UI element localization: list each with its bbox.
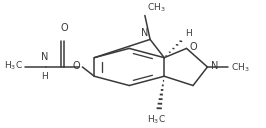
Text: H$_3$C: H$_3$C xyxy=(147,113,166,126)
Text: O: O xyxy=(190,42,197,52)
Text: N: N xyxy=(142,28,149,38)
Text: CH$_3$: CH$_3$ xyxy=(231,62,250,74)
Text: CH$_3$: CH$_3$ xyxy=(147,1,166,14)
Text: H: H xyxy=(41,72,48,81)
Text: H: H xyxy=(185,29,192,38)
Text: N: N xyxy=(210,61,218,71)
Text: N: N xyxy=(41,52,48,62)
Text: O: O xyxy=(60,23,68,33)
Text: H$_3$C: H$_3$C xyxy=(3,60,22,72)
Text: O: O xyxy=(73,61,80,71)
